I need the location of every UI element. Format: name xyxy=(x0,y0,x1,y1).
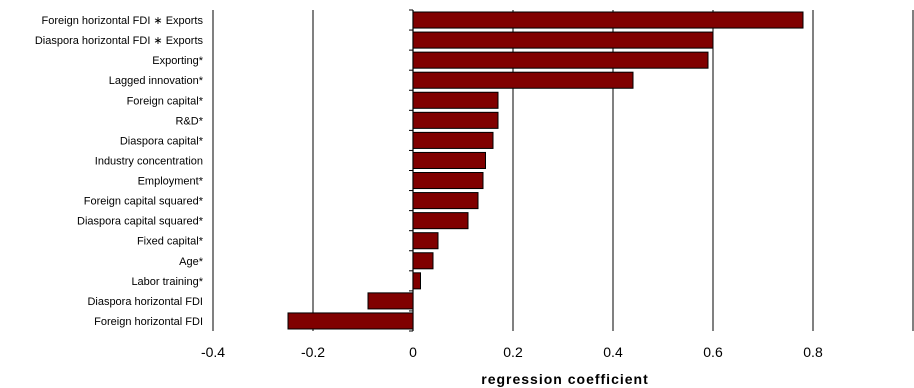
bar xyxy=(412,212,469,230)
x-tick-label: -0.4 xyxy=(201,344,225,360)
category-label: Foreign horizontal FDI xyxy=(94,316,203,328)
bar xyxy=(412,151,486,169)
category-label: Foreign horizontal FDI ∗ Exports xyxy=(42,15,204,27)
category-label: Industry concentration xyxy=(95,155,203,167)
bar xyxy=(412,91,499,109)
category-label: Employment* xyxy=(138,176,204,188)
x-tick-label: 0.4 xyxy=(603,344,623,360)
category-label: Foreign capital* xyxy=(127,95,204,107)
x-tick-labels: -0.4 -0.2 0 0.2 0.4 0.6 0.8 xyxy=(201,344,823,360)
category-label: Age* xyxy=(179,256,204,268)
x-tick-label: 0 xyxy=(409,344,417,360)
x-tick-label: 0.8 xyxy=(803,344,823,360)
bar xyxy=(367,292,414,310)
bar xyxy=(412,131,494,149)
category-label: Diaspora capital squared* xyxy=(77,216,204,228)
x-tick-label: 0.2 xyxy=(503,344,523,360)
x-tick-label: 0.6 xyxy=(703,344,723,360)
bar xyxy=(412,11,804,29)
category-labels: Foreign horizontal FDI ∗ Exports Diaspora… xyxy=(35,15,204,328)
category-label: R&D* xyxy=(175,115,203,127)
category-label: Diaspora horizontal FDI xyxy=(87,296,203,308)
bar xyxy=(412,51,709,69)
bar xyxy=(412,111,499,129)
bar xyxy=(412,192,479,210)
x-tick-label: -0.2 xyxy=(301,344,325,360)
category-label: Fixed capital* xyxy=(137,236,204,248)
bar xyxy=(412,252,434,270)
x-axis-label: regression coefficient xyxy=(481,371,649,387)
category-label: Labor training* xyxy=(131,276,203,288)
category-label: Diaspora capital* xyxy=(120,135,204,147)
category-label: Lagged innovation* xyxy=(109,75,204,87)
bar xyxy=(287,312,414,330)
category-label: Foreign capital squared* xyxy=(84,196,204,208)
category-label: Diaspora horizontal FDI ∗ Exports xyxy=(35,35,204,47)
bar xyxy=(412,272,421,290)
bars xyxy=(287,11,804,330)
bar xyxy=(412,172,484,190)
category-label: Exporting* xyxy=(152,55,203,67)
bar xyxy=(412,71,634,89)
bar xyxy=(412,31,714,49)
bar xyxy=(412,232,439,250)
